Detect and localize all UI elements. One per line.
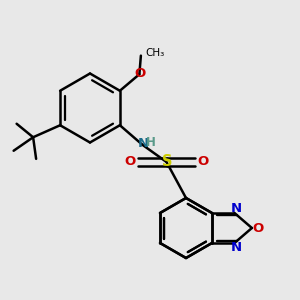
Text: H: H bbox=[146, 136, 156, 149]
Text: S: S bbox=[162, 154, 172, 169]
Text: CH₃: CH₃ bbox=[146, 48, 165, 58]
Text: O: O bbox=[198, 155, 209, 168]
Text: O: O bbox=[134, 67, 146, 80]
Text: N: N bbox=[230, 202, 242, 215]
Text: N: N bbox=[138, 137, 149, 150]
Text: O: O bbox=[124, 155, 135, 168]
Text: O: O bbox=[253, 221, 264, 235]
Text: N: N bbox=[230, 241, 242, 254]
